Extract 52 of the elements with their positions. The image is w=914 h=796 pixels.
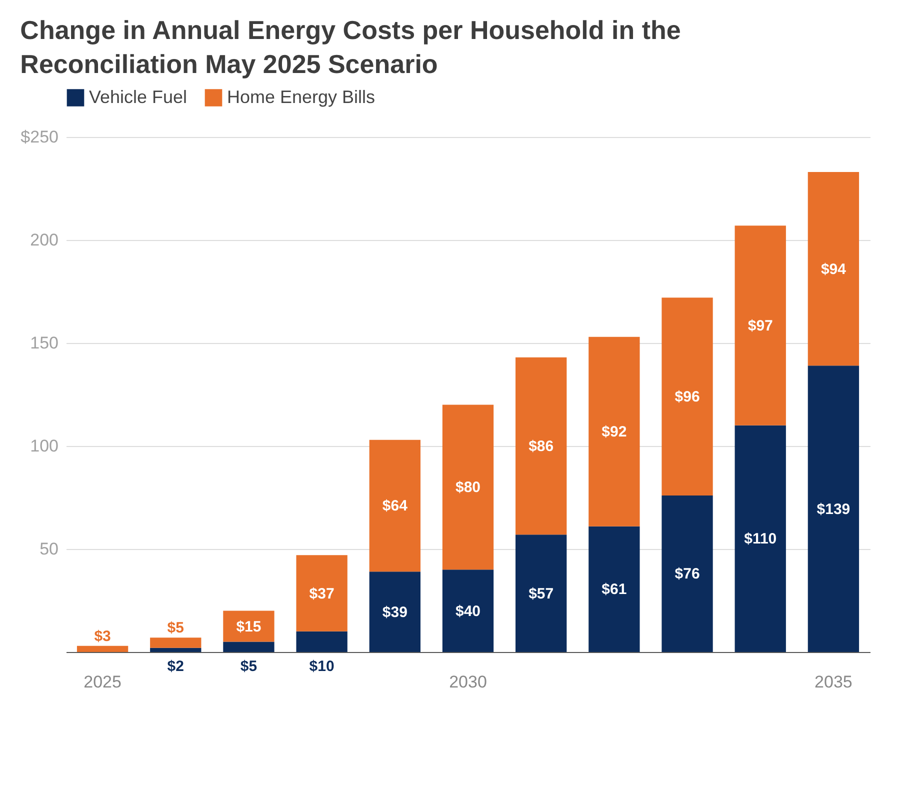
bar: [516, 534, 567, 652]
data-label: $92: [602, 424, 627, 441]
bar: [442, 404, 494, 570]
data-label: $80: [455, 479, 481, 496]
data-label: $97: [748, 317, 773, 334]
data-label: $94: [820, 260, 847, 278]
bar: [662, 495, 713, 652]
bar: [808, 366, 860, 652]
data-label: $96: [674, 388, 700, 406]
data-label: $110: [744, 530, 777, 548]
data-label: $61: [602, 581, 627, 598]
data-label: $86: [528, 438, 554, 455]
bar: [296, 631, 348, 652]
data-label: $64: [382, 498, 408, 515]
data-label: $2: [167, 658, 184, 675]
data-label: $139: [816, 500, 850, 518]
bar: [442, 570, 494, 652]
data-label: $39: [382, 604, 408, 621]
x-tick-label: 2030: [449, 672, 487, 692]
chart-title: Change in Annual Energy Costs per Household in the Reconciliation May 2025 Scenario: [20, 15, 681, 79]
bar: [369, 440, 420, 572]
bar: [588, 526, 640, 652]
bar: [588, 336, 640, 526]
bar: [223, 642, 274, 652]
y-tick-label: $250: [20, 128, 58, 146]
y-tick-label: 150: [30, 334, 58, 352]
data-label: $40: [455, 602, 481, 620]
bar: [734, 425, 786, 652]
data-label: $57: [528, 585, 554, 602]
data-label: $15: [236, 618, 262, 636]
legend-label: Vehicle Fuel: [89, 86, 188, 107]
bar: [516, 357, 567, 535]
bar: [76, 646, 128, 652]
data-label: $37: [309, 585, 334, 602]
y-tick-label: 200: [30, 230, 58, 250]
bar: [662, 298, 713, 496]
data-label: $3: [94, 628, 111, 645]
legend-label: Home Energy Bills: [227, 86, 376, 107]
data-label: $76: [674, 566, 700, 583]
bar: [808, 172, 860, 366]
y-tick-label: 50: [40, 540, 58, 558]
bar: [150, 648, 202, 652]
data-label: $5: [240, 658, 258, 675]
data-label: $5: [167, 620, 184, 637]
x-tick-label: 2025: [84, 672, 122, 692]
bar: [734, 226, 786, 426]
bar: [296, 555, 348, 632]
bar: [369, 572, 420, 652]
data-label: $10: [309, 658, 334, 675]
bar: [150, 638, 202, 648]
x-tick-label: 2035: [814, 672, 852, 692]
y-tick-label: 100: [30, 436, 58, 456]
